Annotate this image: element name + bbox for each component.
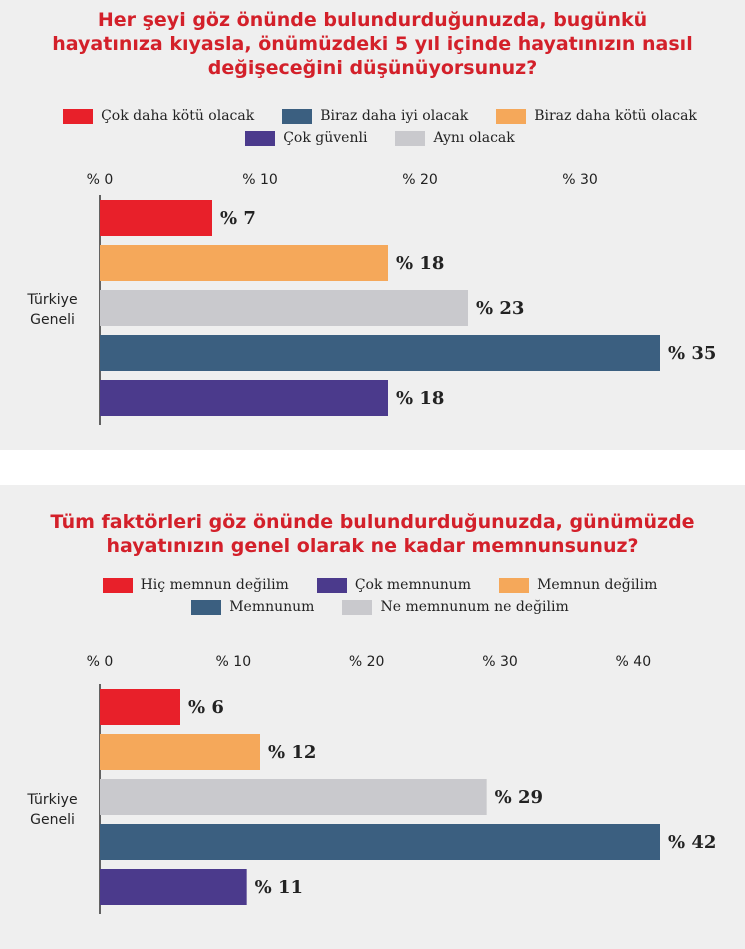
legend-label: Biraz daha kötü olacak	[534, 108, 697, 124]
bar	[100, 734, 260, 770]
x-tick-label: % 30	[562, 172, 598, 188]
legend-swatch	[102, 577, 133, 593]
bar	[100, 200, 212, 236]
x-tick-label: % 10	[216, 654, 252, 670]
legend-label: Memnun değilim	[537, 577, 658, 593]
legend-item: Çok daha kötü olacak	[63, 108, 254, 124]
value-label: % 18	[396, 388, 444, 409]
legend-label: Çok memnunum	[354, 577, 472, 593]
bar	[100, 380, 388, 416]
value-label: % 6	[188, 697, 224, 718]
legend-item: Çok güvenli	[245, 130, 367, 146]
x-tick-label: % 30	[482, 654, 518, 670]
x-tick-label: % 0	[87, 654, 114, 670]
value-label: % 23	[476, 298, 524, 319]
category-label: Türkiye Geneli	[27, 292, 78, 328]
value-label: % 29	[495, 787, 543, 808]
x-tick-label: % 10	[242, 172, 278, 188]
legend-swatch	[342, 599, 373, 615]
legend-item: Memnunum	[191, 599, 314, 615]
category-label: Türkiye Geneli	[27, 792, 78, 828]
legend-swatch	[282, 108, 313, 124]
legend-item: Hiç memnun değilim	[102, 577, 289, 593]
bar	[100, 779, 487, 815]
legend-item: Aynı olacak	[395, 130, 515, 146]
chart: % 0 % 10 % 20 % 30 % 40 % 6 % 12 % 29 % 42 % 11	[87, 654, 716, 914]
value-label: % 35	[668, 343, 716, 364]
chart-title: Her şeyi göz önünde bulundurduğunuzda, b…	[52, 9, 693, 79]
value-label: % 7	[220, 208, 256, 229]
bar	[100, 869, 247, 905]
legend-label: Ne memnunum ne değilim	[380, 599, 569, 615]
legend-item: Biraz daha kötü olacak	[496, 108, 697, 124]
x-tick-label: % 20	[349, 654, 385, 670]
value-label: % 12	[268, 742, 316, 763]
legend-label: Hiç memnun değilim	[140, 577, 289, 593]
legend-swatch	[63, 108, 94, 124]
legend-swatch	[245, 130, 276, 146]
legend-item: Memnun değilim	[499, 577, 657, 593]
bar	[100, 824, 660, 860]
x-tick-label: % 0	[87, 172, 114, 188]
legend-label: Aynı olacak	[433, 130, 515, 146]
legend-label: Biraz daha iyi olacak	[320, 108, 469, 124]
legend-label: Memnunum	[229, 599, 315, 615]
legend-label: Çok daha kötü olacak	[101, 108, 255, 124]
bar	[100, 290, 468, 326]
legend-swatch	[316, 577, 347, 593]
bar	[100, 689, 180, 725]
chart: % 0 % 10 % 20 % 30 % 7 % 18 % 23 % 35 % 18	[87, 172, 716, 425]
bar	[100, 335, 660, 371]
chart-title: Tüm faktörleri göz önünde bulundurduğunu…	[50, 511, 695, 557]
legend-item: Çok memnunum	[316, 577, 472, 593]
legend-label: Çok güvenli	[283, 130, 368, 146]
value-label: % 11	[255, 877, 303, 898]
chart-panel: Her şeyi göz önünde bulundurduğunuzda, b…	[0, 0, 745, 450]
legend: Hiç memnun değilim Çok memnunum Memnun değ…	[40, 577, 720, 615]
legend-swatch	[395, 130, 426, 146]
x-tick-label: % 20	[402, 172, 438, 188]
bar	[100, 245, 388, 281]
chart-panel: Tüm faktörleri göz önünde bulundurduğunu…	[0, 485, 745, 949]
legend: Çok daha kötü olacak Biraz daha iyi olaca…	[40, 108, 720, 146]
legend-item: Ne memnunum ne değilim	[342, 599, 569, 615]
value-label: % 42	[668, 832, 716, 853]
legend-swatch	[496, 108, 527, 124]
legend-item: Biraz daha iyi olacak	[282, 108, 468, 124]
legend-swatch	[191, 599, 222, 615]
value-label: % 18	[396, 253, 444, 274]
legend-swatch	[499, 577, 530, 593]
x-tick-label: % 40	[616, 654, 652, 670]
